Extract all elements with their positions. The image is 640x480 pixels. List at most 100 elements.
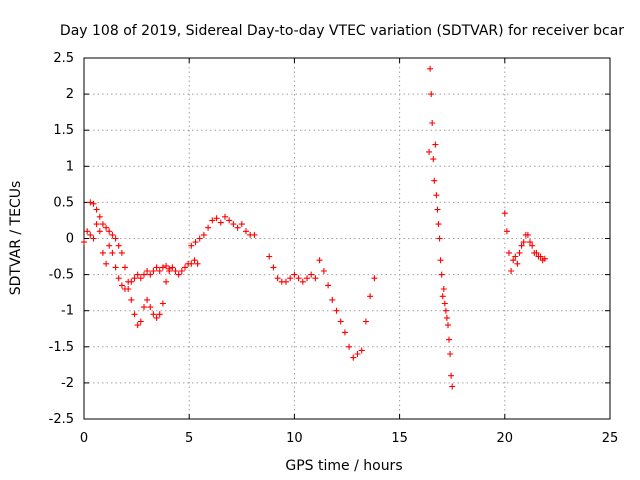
data-point <box>159 264 166 271</box>
y-tick-label: 1.5 <box>53 123 74 138</box>
data-point <box>112 264 119 271</box>
data-point <box>87 231 94 238</box>
data-point <box>304 275 310 282</box>
data-point <box>112 235 119 242</box>
data-point <box>341 329 348 336</box>
y-tick-label: 1 <box>66 159 74 174</box>
data-point <box>312 275 319 282</box>
data-point <box>147 304 154 311</box>
data-point <box>205 224 212 231</box>
data-point <box>433 192 440 199</box>
data-point <box>115 242 122 249</box>
data-point <box>103 224 110 231</box>
satellite-track-5 <box>426 65 456 390</box>
data-point <box>234 224 241 231</box>
data-point <box>362 318 369 325</box>
data-point <box>435 221 442 228</box>
data-point <box>137 275 144 282</box>
data-point <box>358 347 365 354</box>
y-tick-label: 2 <box>66 87 74 102</box>
data-point <box>156 311 163 318</box>
data-point <box>520 239 527 246</box>
data-point <box>524 231 531 238</box>
data-point <box>308 271 315 278</box>
data-point <box>175 271 182 278</box>
data-point <box>188 242 195 249</box>
data-point <box>144 268 151 274</box>
data-point <box>510 257 517 264</box>
data-point <box>115 275 122 282</box>
grid-layer <box>84 58 610 419</box>
data-point <box>516 249 523 256</box>
y-tick-label: -2 <box>61 376 74 391</box>
data-point <box>428 91 435 98</box>
series-layer <box>81 65 548 390</box>
x-tick-label: 15 <box>391 431 408 446</box>
data-point <box>156 268 163 274</box>
data-point <box>125 286 132 292</box>
data-point <box>501 210 508 217</box>
data-point <box>93 206 100 213</box>
data-point <box>437 257 444 264</box>
data-point <box>508 268 515 274</box>
data-point <box>431 177 438 184</box>
data-point <box>159 300 166 307</box>
y-tick-label: 0 <box>66 232 74 247</box>
data-point <box>438 271 445 278</box>
data-point <box>529 242 536 249</box>
y-axis-label: SDTVAR / TECUs <box>8 181 24 296</box>
data-point <box>299 278 306 285</box>
chart-title: Day 108 of 2019, Sidereal Day-to-day VTE… <box>60 23 624 39</box>
data-point <box>506 249 512 256</box>
data-point <box>533 249 540 256</box>
data-point <box>442 307 449 314</box>
data-point <box>118 282 125 289</box>
data-point <box>87 199 94 206</box>
data-point <box>182 264 188 271</box>
data-point <box>518 242 525 249</box>
y-tick-label: -1.5 <box>49 340 74 355</box>
data-point <box>81 239 87 246</box>
data-point <box>84 228 91 235</box>
data-point <box>448 372 455 379</box>
data-point <box>445 322 451 329</box>
data-point <box>200 231 207 238</box>
data-point <box>141 271 147 278</box>
data-point <box>150 268 157 274</box>
data-point <box>137 318 144 325</box>
data-point <box>134 322 141 329</box>
data-point <box>440 286 447 292</box>
data-point <box>131 311 138 318</box>
data-point <box>196 235 203 242</box>
data-point <box>99 249 106 256</box>
data-point <box>230 221 237 228</box>
data-point <box>333 307 340 314</box>
data-point <box>209 217 216 224</box>
data-point <box>178 268 185 274</box>
data-point <box>430 156 437 163</box>
data-point <box>150 311 157 318</box>
data-point <box>194 260 201 267</box>
data-point <box>325 282 332 289</box>
tick-layer: 0 5 10 15 20 25 2.5 2 1.5 1 0.5 0 -0.5 -1 -1.5 -2 -2.5 <box>49 51 619 446</box>
data-point <box>125 278 132 285</box>
x-tick-label: 10 <box>286 431 303 446</box>
data-point <box>222 213 228 220</box>
data-point <box>163 278 170 285</box>
x-tick-label: 0 <box>80 431 88 446</box>
data-point <box>449 383 456 390</box>
data-point <box>295 275 302 282</box>
data-point <box>429 120 436 126</box>
data-point <box>243 228 249 235</box>
y-tick-label: -1 <box>61 304 74 319</box>
data-point <box>153 264 160 271</box>
x-tick-label: 20 <box>497 431 514 446</box>
data-point <box>274 275 281 282</box>
data-point <box>106 228 113 235</box>
data-point <box>141 304 147 311</box>
satellite-track-1 <box>81 221 201 292</box>
data-point <box>443 314 450 321</box>
satellite-track-2 <box>87 199 173 329</box>
data-point <box>346 343 353 350</box>
